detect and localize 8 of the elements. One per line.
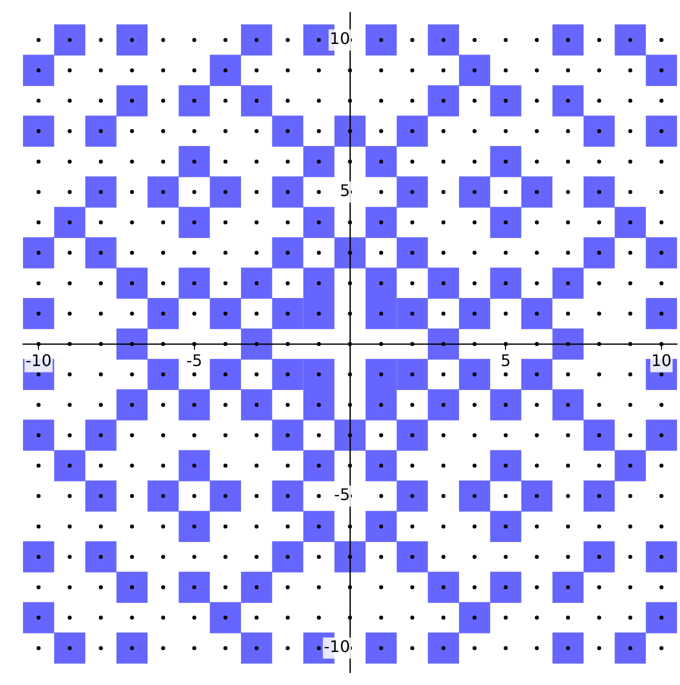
- x-tick-label: 10: [651, 350, 672, 370]
- y-tick-label: -5: [334, 485, 350, 504]
- y-tick-label: 5: [340, 181, 350, 200]
- x-tick-label: -10: [26, 350, 52, 370]
- y-tick-label: -10: [324, 637, 350, 656]
- y-tick-label: 10: [330, 29, 350, 48]
- x-tick-label: 5: [500, 350, 511, 370]
- x-tick-label: -5: [186, 350, 202, 370]
